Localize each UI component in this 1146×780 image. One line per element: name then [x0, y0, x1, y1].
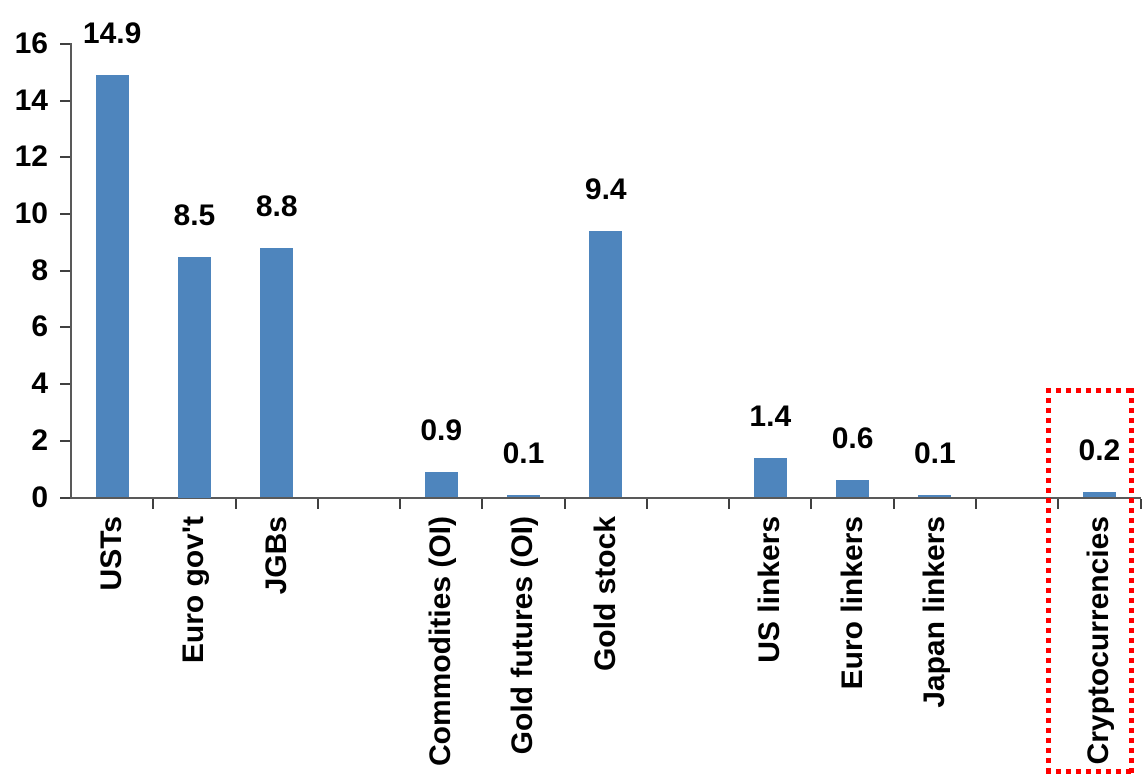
y-tick-mark [60, 213, 70, 216]
x-axis-category-label: JGBs [259, 516, 293, 595]
y-tick-label: 12 [14, 140, 48, 174]
bar [836, 480, 870, 498]
bar-value-label: 8.8 [255, 190, 298, 224]
bar [753, 457, 787, 498]
y-tick-mark [60, 496, 70, 499]
y-tick-mark [60, 99, 70, 102]
bar [177, 256, 211, 498]
y-tick-mark [60, 326, 70, 329]
x-tick-mark [152, 498, 155, 509]
x-tick-mark [974, 498, 977, 509]
highlight-box-bottom-edge [1046, 769, 1135, 774]
highlight-box-top-edge [1046, 388, 1135, 393]
x-tick-mark [1139, 498, 1142, 509]
x-tick-mark [481, 498, 484, 509]
x-tick-mark [728, 498, 731, 509]
x-tick-mark [563, 498, 566, 509]
bar-value-label: 14.9 [82, 17, 142, 51]
bar-value-label: 8.5 [173, 198, 216, 232]
highlight-box-left-edge [1046, 388, 1052, 774]
y-tick-label: 4 [31, 367, 48, 401]
x-tick-mark [234, 498, 237, 509]
bar-value-label: 0.1 [913, 436, 956, 470]
bar [1082, 491, 1116, 498]
bar-value-label: 9.4 [584, 173, 627, 207]
x-tick-mark [810, 498, 813, 509]
x-tick-mark [645, 498, 648, 509]
y-tick-mark [60, 43, 70, 45]
x-axis-category-label: Gold stock [588, 516, 622, 672]
y-axis-line [70, 43, 72, 499]
bar [589, 231, 623, 498]
x-axis-category-label: Commodities (OI) [424, 516, 458, 767]
bar-value-label: 1.4 [749, 399, 792, 433]
y-tick-mark [60, 383, 70, 386]
bar-value-label: 0.6 [831, 422, 874, 456]
bar-value-label: 0.2 [1078, 433, 1121, 467]
y-tick-label: 0 [31, 480, 48, 514]
x-axis-category-label: USTs [95, 516, 129, 591]
x-axis-category-label: Japan linkers [917, 516, 951, 708]
highlight-box-right-edge [1129, 388, 1135, 774]
x-tick-mark [892, 498, 895, 509]
y-tick-label: 16 [14, 27, 48, 60]
x-tick-mark [1057, 498, 1060, 509]
x-axis-category-label: US linkers [753, 516, 787, 663]
bar-value-label: 0.1 [502, 436, 545, 470]
y-tick-label: 10 [14, 197, 48, 231]
y-tick-mark [60, 156, 70, 159]
y-tick-label: 2 [31, 423, 48, 457]
y-tick-label: 6 [31, 310, 48, 344]
y-tick-mark [60, 439, 70, 442]
bar-value-label: 0.9 [420, 413, 463, 447]
bar [260, 248, 294, 498]
y-tick-label: 8 [31, 253, 48, 287]
y-tick-label: 14 [14, 83, 48, 117]
x-tick-mark [316, 498, 319, 509]
x-axis-line [70, 496, 1141, 499]
bar [506, 494, 540, 498]
bar [918, 494, 952, 498]
x-axis-category-label: Euro linkers [835, 516, 869, 690]
bar [424, 471, 458, 498]
y-tick-mark [60, 269, 70, 272]
bar [95, 75, 129, 498]
x-axis-category-label: Cryptocurrencies [1082, 516, 1116, 765]
x-axis-category-label: Gold futures (OI) [506, 516, 540, 755]
x-tick-mark [399, 498, 402, 509]
x-axis-category-label: Euro gov't [177, 516, 211, 664]
